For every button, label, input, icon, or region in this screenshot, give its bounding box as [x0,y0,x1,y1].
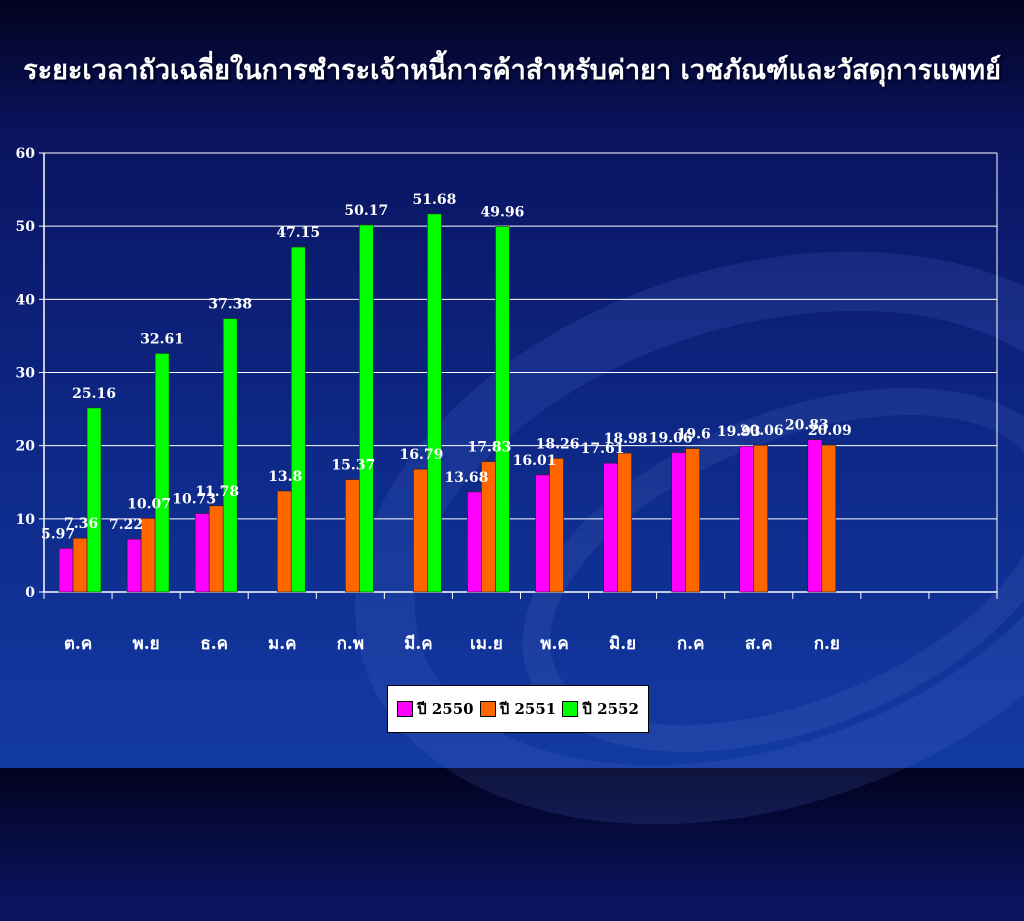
y-tick-label: 10 [16,512,36,528]
bar [495,226,510,593]
x-tick-label: พ.ค [540,634,569,654]
bar [72,537,88,593]
bar [86,407,102,593]
bar [603,462,618,593]
data-label: 11.78 [195,484,239,500]
data-label: 49.96 [481,204,525,220]
data-label: 18.98 [604,431,648,447]
legend-item-2552: ปี 2552 [562,697,639,721]
data-label: 13.8 [268,469,302,485]
y-tick-label: 30 [16,366,36,382]
bar [427,213,442,593]
bar [671,452,686,593]
bar [154,353,170,593]
chart-title: ระยะเวลาถัวเฉลี่ยในการชำระเจ้าหนี้การค้า… [23,55,1001,86]
data-label: 10.07 [127,496,171,512]
bar-chart: 0 10 20 30 40 50 60 ต.ค พ.ย ธ.ค ม.ค ก.พ มี.ค เม.ย พ.ค ม… [16,146,852,654]
y-tick-label: 0 [25,585,35,601]
bar [208,505,224,593]
data-label: 7.22 [109,517,143,533]
data-label: 51.68 [412,192,456,208]
data-label: 13.68 [445,470,489,486]
legend-swatch-2550 [397,701,414,717]
data-label: 19.06 [649,431,693,447]
data-label: 32.61 [140,331,184,347]
legend-label-2550: ปี 2550 [417,700,474,718]
legend-swatch-2551 [479,701,496,717]
x-tick-label: ก.ค [677,634,705,654]
data-label: 16.79 [399,447,443,463]
data-label: 5.97 [41,526,75,542]
chart-legend: ปี 2550 ปี 2551 ปี 2552 [387,685,649,733]
y-tick-label: 20 [16,439,36,455]
bar [549,458,564,593]
bar [753,444,769,593]
x-tick-label: ต.ค [64,634,92,654]
bar [58,548,74,593]
bar [807,439,823,593]
bar [222,318,238,593]
data-label: 20.06 [740,423,784,439]
legend-item-2551: ปี 2551 [479,697,557,721]
x-tick-label: ธ.ค [200,634,228,654]
bar [140,518,156,593]
x-tick-label: ก.พ [337,634,364,654]
bar [290,246,306,593]
bar [126,538,142,593]
x-tick-label: ม.ค [268,634,297,654]
data-label: 50.17 [344,203,388,219]
bar [413,468,428,593]
bar [685,448,700,593]
data-label: 7.36 [64,516,98,532]
data-label: 10.73 [172,491,216,507]
data-label: 25.16 [72,386,116,402]
bar [359,224,374,593]
data-label: 37.38 [208,297,252,313]
legend-label-2552: ปี 2552 [582,700,639,718]
y-tick-label: 40 [16,292,36,308]
x-tick-label: ก.ย [814,634,840,654]
data-label: 19.93 [717,424,761,440]
bar [739,445,755,593]
y-tick-label: 50 [16,219,36,235]
data-label: 20.83 [785,418,829,434]
x-tick-label: ส.ค [745,634,773,654]
bar [345,479,360,593]
x-tick-label: เม.ย [470,634,503,654]
bar [617,452,632,593]
y-tick-label: 60 [16,146,36,162]
bar [194,513,210,593]
data-label: 17.83 [468,440,512,456]
data-label: 47.15 [276,225,320,241]
data-label: 18.26 [536,436,580,452]
data-label: 15.37 [331,458,375,474]
x-tick-label: มี.ค [404,633,433,654]
data-label: 16.01 [513,453,557,469]
x-tick-label: พ.ย [133,634,160,654]
data-label: 17.61 [581,441,625,457]
legend-label-2551: ปี 2551 [499,700,557,718]
bar [276,490,292,593]
legend-swatch-2552 [562,701,579,717]
legend-item-2550: ปี 2550 [397,697,474,721]
data-label: 20.09 [808,423,852,439]
data-label: 19.6 [677,427,711,443]
bar [467,491,482,593]
bar [535,474,550,593]
x-tick-label: มิ.ย [609,634,636,654]
bar [821,444,837,593]
